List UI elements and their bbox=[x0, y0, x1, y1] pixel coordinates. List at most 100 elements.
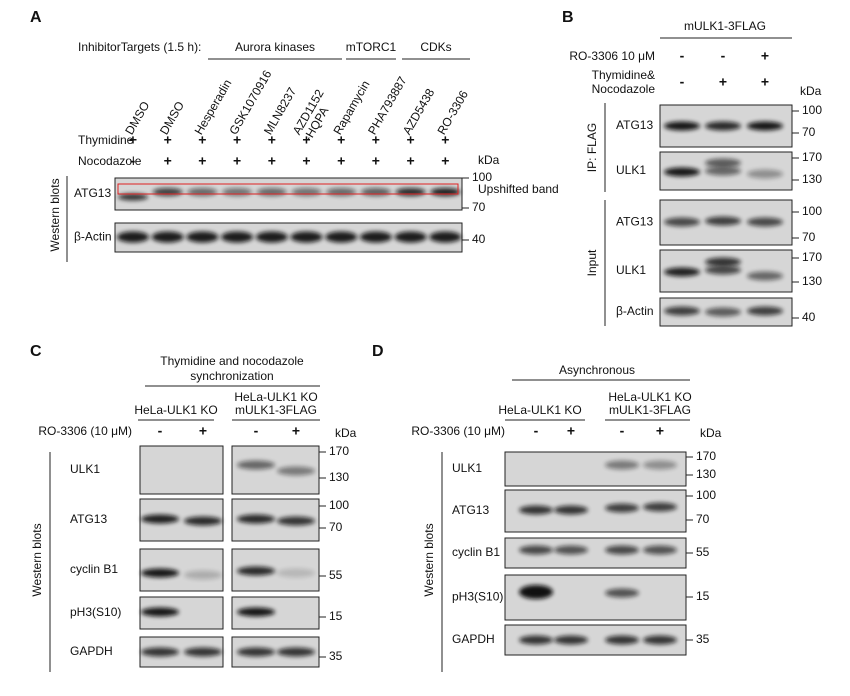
marker-label: 70 bbox=[472, 200, 486, 214]
marker-label: 100 bbox=[329, 498, 349, 512]
highlight-box bbox=[117, 183, 459, 195]
treatment-label: Thymidine bbox=[78, 133, 134, 147]
blot-label: ULK1 bbox=[616, 163, 646, 177]
treatment-label: Nocodazole bbox=[592, 82, 656, 96]
group-label: HeLa-ULK1 KO bbox=[234, 390, 317, 404]
blot-label: ULK1 bbox=[70, 462, 100, 476]
blot-label: ATG13 bbox=[74, 186, 111, 200]
treatment-label: RO-3306 (10 μM) bbox=[411, 424, 505, 438]
band bbox=[705, 166, 741, 176]
blot-label: ULK1 bbox=[452, 461, 482, 475]
band bbox=[554, 635, 588, 645]
sign: + bbox=[372, 132, 380, 148]
band bbox=[237, 566, 275, 576]
band bbox=[277, 647, 315, 657]
sign: + bbox=[567, 423, 575, 439]
band bbox=[359, 231, 392, 243]
band bbox=[184, 570, 222, 580]
sign: + bbox=[302, 153, 310, 169]
group-label: mULK1-3FLAG bbox=[235, 403, 317, 417]
lane-label: DMSO bbox=[122, 99, 152, 137]
blot-label: cyclin B1 bbox=[70, 562, 118, 576]
band bbox=[643, 502, 677, 512]
sign: + bbox=[719, 74, 727, 90]
blot-label: pH3(S10) bbox=[70, 605, 121, 619]
treatment-label: Nocodazole bbox=[78, 154, 142, 168]
band bbox=[141, 607, 179, 617]
target-group: CDKs bbox=[420, 40, 451, 54]
band bbox=[290, 231, 323, 243]
band bbox=[117, 231, 149, 243]
marker-label: 55 bbox=[329, 568, 343, 582]
band bbox=[151, 231, 184, 243]
side-label: Western blots bbox=[30, 523, 44, 596]
sign: - bbox=[680, 74, 685, 90]
sign: + bbox=[233, 153, 241, 169]
band bbox=[664, 121, 700, 131]
sign: + bbox=[656, 423, 664, 439]
header: Asynchronous bbox=[559, 363, 635, 377]
band bbox=[705, 257, 741, 267]
blot-label: GAPDH bbox=[70, 644, 113, 658]
marker-label: 170 bbox=[802, 150, 822, 164]
marker-label: 130 bbox=[329, 470, 349, 484]
band bbox=[605, 588, 639, 598]
sign: + bbox=[129, 132, 137, 148]
marker-label: 170 bbox=[802, 250, 822, 264]
marker-label: 170 bbox=[696, 449, 716, 463]
marker-label: 70 bbox=[802, 230, 816, 244]
blot-label: ATG13 bbox=[616, 118, 653, 132]
band bbox=[554, 545, 588, 555]
marker-label: 170 bbox=[329, 444, 349, 458]
sign: + bbox=[441, 153, 449, 169]
marker-label: 40 bbox=[472, 232, 486, 246]
band bbox=[643, 545, 677, 555]
marker-label: 40 bbox=[802, 310, 816, 324]
marker-label: 35 bbox=[329, 649, 343, 663]
kda-unit: kDa bbox=[800, 84, 822, 98]
band bbox=[255, 231, 288, 243]
sign: + bbox=[761, 74, 769, 90]
sign: + bbox=[292, 423, 300, 439]
lane-label: AZD5438 bbox=[400, 86, 438, 137]
band bbox=[705, 265, 741, 275]
panel-label: C bbox=[30, 343, 42, 360]
band bbox=[519, 635, 553, 645]
sign: + bbox=[302, 132, 310, 148]
band bbox=[747, 271, 783, 281]
blot bbox=[139, 445, 224, 495]
side-label: Western blots bbox=[422, 523, 436, 596]
marker-label: 70 bbox=[696, 512, 710, 526]
band bbox=[277, 466, 315, 476]
band bbox=[605, 545, 639, 555]
band bbox=[184, 516, 222, 526]
treatment-label: RO-3306 10 μM bbox=[569, 49, 655, 63]
band bbox=[430, 188, 461, 196]
marker-label: 130 bbox=[802, 172, 822, 186]
sign: + bbox=[233, 132, 241, 148]
band bbox=[605, 635, 639, 645]
band bbox=[664, 217, 700, 227]
band bbox=[705, 216, 741, 226]
sign: + bbox=[761, 48, 769, 64]
header: synchronization bbox=[190, 369, 273, 383]
band bbox=[237, 460, 275, 470]
target-group: mTORC1 bbox=[346, 40, 397, 54]
sign: + bbox=[407, 132, 415, 148]
group-label: HeLa-ULK1 KO bbox=[608, 390, 691, 404]
sign: + bbox=[441, 132, 449, 148]
sign: + bbox=[198, 132, 206, 148]
band bbox=[277, 516, 315, 526]
marker-label: 15 bbox=[696, 589, 710, 603]
band bbox=[747, 217, 783, 227]
band bbox=[141, 568, 179, 578]
group-label: HeLa-ULK1 KO bbox=[134, 403, 217, 417]
blot-label: GAPDH bbox=[452, 632, 495, 646]
band bbox=[118, 193, 148, 201]
band bbox=[705, 158, 741, 168]
annotation: Upshifted band bbox=[478, 182, 559, 196]
band bbox=[747, 121, 783, 131]
sign: - bbox=[680, 48, 685, 64]
marker-label: 100 bbox=[472, 170, 492, 184]
